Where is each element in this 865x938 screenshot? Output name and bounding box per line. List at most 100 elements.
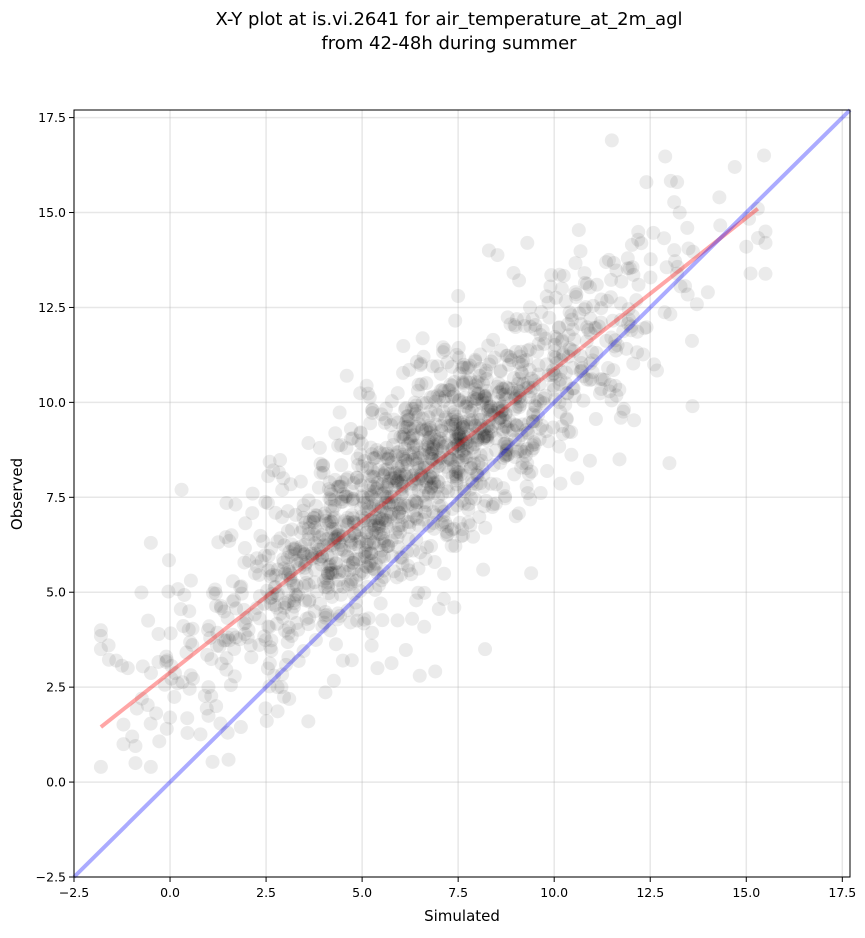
data-point <box>238 516 253 531</box>
data-point <box>350 516 365 531</box>
data-point <box>454 433 469 448</box>
data-point <box>497 395 512 410</box>
data-point <box>481 413 496 428</box>
data-point <box>421 425 436 440</box>
data-point <box>539 357 554 372</box>
data-point <box>569 290 584 305</box>
data-point <box>426 389 441 404</box>
data-point <box>420 436 435 451</box>
data-point <box>455 374 470 389</box>
data-point <box>455 437 470 452</box>
data-point <box>567 389 582 404</box>
data-point <box>378 465 393 480</box>
data-point <box>400 498 415 513</box>
data-point <box>609 343 624 358</box>
data-point <box>222 533 237 548</box>
data-point <box>484 476 499 491</box>
data-point <box>267 668 282 683</box>
data-point <box>262 656 277 671</box>
data-point <box>381 452 396 467</box>
data-point <box>531 336 546 351</box>
data-point <box>543 279 558 294</box>
data-point <box>313 456 328 471</box>
data-point <box>411 472 426 487</box>
data-point <box>493 363 508 378</box>
data-point <box>479 372 494 387</box>
data-point <box>482 357 497 372</box>
data-point <box>381 539 396 554</box>
data-point <box>477 499 492 514</box>
data-point <box>447 388 462 403</box>
data-point <box>134 585 149 600</box>
data-point <box>424 479 439 494</box>
data-point <box>301 436 316 451</box>
data-point <box>434 424 449 439</box>
data-point <box>758 235 773 250</box>
data-point <box>384 490 399 505</box>
data-point <box>298 593 313 608</box>
y-tick-label: 10.0 <box>38 395 66 410</box>
data-point <box>533 327 548 342</box>
data-point <box>301 617 316 632</box>
data-point <box>430 388 445 403</box>
data-point <box>507 450 522 465</box>
data-point <box>267 598 282 613</box>
data-point <box>566 381 581 396</box>
data-point <box>458 374 473 389</box>
data-point <box>444 359 459 374</box>
data-point <box>378 515 393 530</box>
data-point <box>340 577 355 592</box>
data-point <box>429 508 444 523</box>
data-point <box>758 224 773 239</box>
data-point <box>477 390 492 405</box>
data-point <box>459 399 474 414</box>
data-point <box>430 474 445 489</box>
data-point <box>395 447 410 462</box>
data-point <box>234 586 249 601</box>
data-point <box>378 412 393 427</box>
data-point <box>93 642 108 657</box>
data-point <box>309 584 324 599</box>
data-point <box>140 698 155 713</box>
data-point <box>639 175 654 190</box>
data-point <box>331 479 346 494</box>
data-point <box>586 298 601 313</box>
data-point <box>448 417 463 432</box>
data-point <box>435 486 450 501</box>
data-point <box>334 438 349 453</box>
data-point <box>631 277 646 292</box>
data-point <box>647 357 662 372</box>
data-point <box>576 369 591 384</box>
data-point <box>444 390 459 405</box>
data-point <box>493 455 508 470</box>
data-point <box>225 627 240 642</box>
data-point <box>579 372 594 387</box>
data-point <box>463 416 478 431</box>
data-point <box>454 421 469 436</box>
data-point <box>407 401 422 416</box>
data-point <box>552 439 567 454</box>
data-point <box>376 549 391 564</box>
data-point <box>360 386 375 401</box>
axis-ticks: −2.5 0.0 2.5 5.0 7.5 10.0 12.5 15.0 17.5−2.50.02… <box>36 110 857 900</box>
data-point <box>310 550 325 565</box>
data-point <box>288 540 303 555</box>
data-point <box>350 451 365 466</box>
data-point <box>346 555 361 570</box>
data-point <box>372 538 387 553</box>
data-point <box>301 527 316 542</box>
data-point <box>414 377 429 392</box>
data-point <box>391 469 406 484</box>
data-point <box>546 420 561 435</box>
data-point <box>366 535 381 550</box>
data-point <box>433 383 448 398</box>
data-point <box>751 230 766 245</box>
data-point <box>349 602 364 617</box>
data-point <box>339 489 354 504</box>
data-point <box>464 473 479 488</box>
data-point <box>206 586 221 601</box>
data-point <box>486 332 501 347</box>
data-point <box>249 601 264 616</box>
data-point <box>328 556 343 571</box>
data-point <box>333 608 348 623</box>
